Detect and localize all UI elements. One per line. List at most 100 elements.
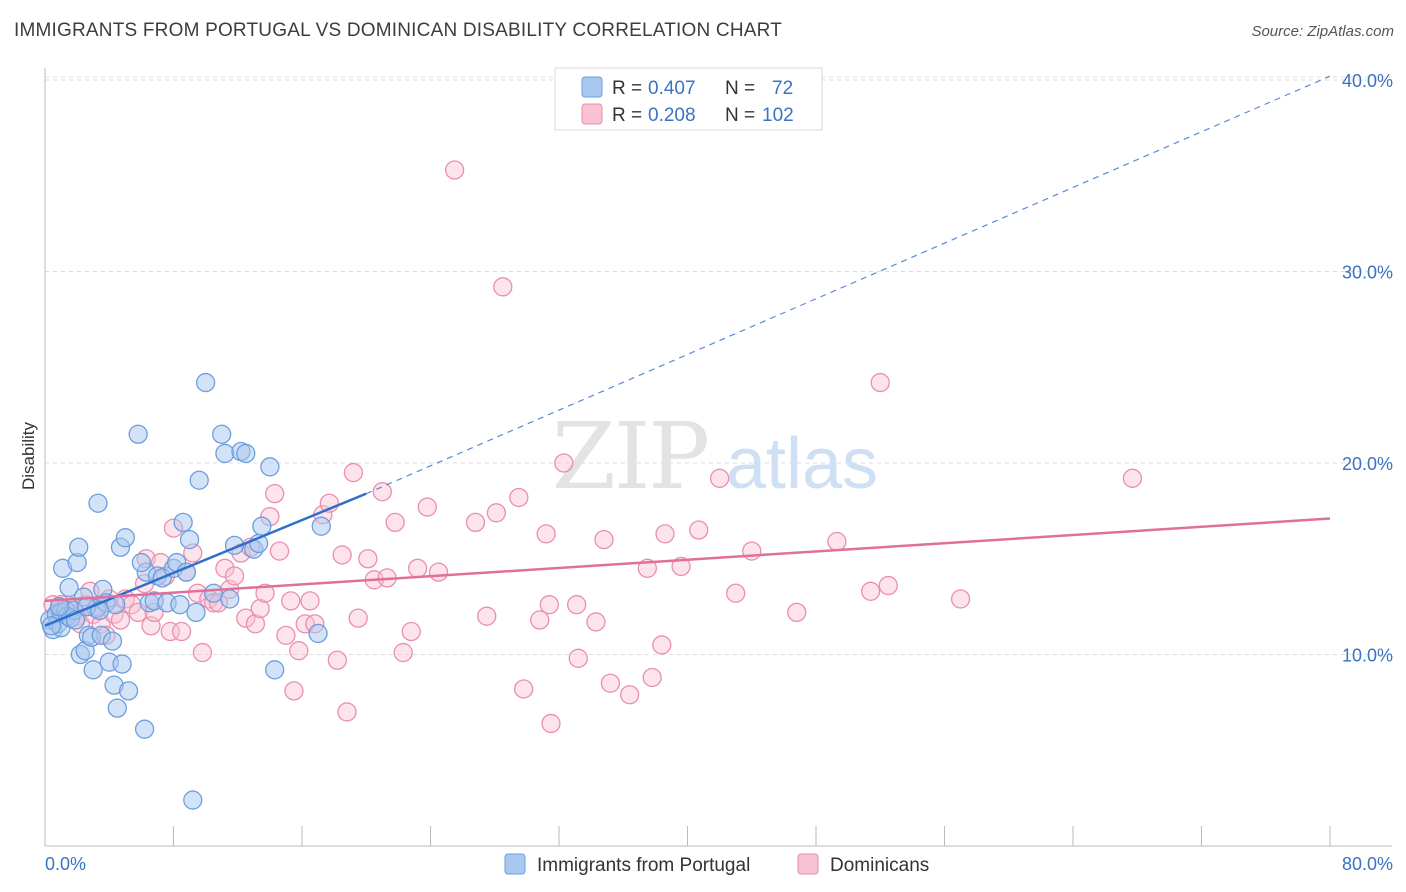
x-tick-label: 0.0% xyxy=(45,854,86,874)
dominican-point xyxy=(300,591,320,611)
portugal-point xyxy=(115,528,135,548)
dominican-point xyxy=(417,497,437,517)
dominican-point xyxy=(160,621,180,642)
dominican-point xyxy=(652,635,672,655)
portugal-point xyxy=(186,602,206,623)
portugal-point xyxy=(102,631,123,651)
stats-legend: R = 0.407 N = 72 R = 0.208 N = 102 xyxy=(554,67,823,131)
dominican-point xyxy=(250,598,270,619)
dominican-point xyxy=(289,641,309,661)
svg-text:R = 0.407 N =: R = 0.407 N = 72 xyxy=(612,78,793,99)
dominican-point xyxy=(493,277,513,297)
x-tick-label: 80.0% xyxy=(1342,854,1393,874)
gridlines xyxy=(45,76,1392,655)
trend-lines xyxy=(44,75,1331,627)
svg-text:R = 0.208 N =: R = 0.208 N = 102 xyxy=(612,105,794,126)
portugal-r-value: 0.407 xyxy=(648,78,696,99)
portugal-point xyxy=(88,493,108,513)
dominican-point xyxy=(486,503,507,523)
portugal-point xyxy=(252,516,272,536)
portugal-point xyxy=(128,424,148,444)
portugal-point xyxy=(83,660,103,680)
dominican-point xyxy=(787,602,807,623)
series-legend: Immigrants from Portugal Dominicans xyxy=(504,853,929,876)
dominican-point xyxy=(332,545,352,565)
dominican-swatch xyxy=(581,103,603,125)
portugal-n-label: N = xyxy=(725,78,755,99)
dominican-point xyxy=(509,487,529,508)
dominican-point xyxy=(343,462,364,483)
legend-portugal-swatch xyxy=(504,853,526,875)
portugal-point xyxy=(173,512,193,533)
dominican-point xyxy=(465,512,486,533)
portugal-point xyxy=(260,457,280,477)
watermark: ZIP atlas xyxy=(552,403,878,510)
dominican-point xyxy=(477,606,497,626)
dominican-point xyxy=(870,372,890,393)
svg-text:ZIP: ZIP xyxy=(552,403,708,510)
axes: 10.0% 20.0% 30.0% 40.0% 0.0% 80.0% xyxy=(44,68,1393,874)
portugal-point xyxy=(236,443,256,464)
dominican-point xyxy=(642,667,662,688)
dominican-point xyxy=(255,583,275,603)
dominican-r-label: R = xyxy=(612,105,642,126)
portugal-point xyxy=(179,529,200,550)
portugal-point xyxy=(69,537,89,557)
portugal-swatch xyxy=(581,76,603,98)
dominican-point xyxy=(224,566,245,586)
legend-dominican-swatch xyxy=(797,853,819,875)
dominican-point xyxy=(726,583,746,603)
dominican-point xyxy=(594,529,614,550)
dominican-point xyxy=(554,453,574,473)
dominican-point xyxy=(348,608,368,628)
dominican-point xyxy=(671,556,691,577)
dominican-point xyxy=(536,524,556,544)
dominican-point xyxy=(567,595,587,615)
dominican-point xyxy=(428,562,449,582)
portugal-point xyxy=(311,516,331,536)
dominican-point xyxy=(742,541,762,561)
portugal-point xyxy=(189,470,209,490)
chart-source: Source: ZipAtlas.com xyxy=(1251,23,1394,40)
dominican-point xyxy=(276,625,296,645)
portugal-points xyxy=(40,372,331,810)
portugal-point xyxy=(170,595,190,615)
portugal-point xyxy=(220,589,240,609)
dominican-r-value: 0.208 xyxy=(648,105,696,126)
dominican-point xyxy=(171,621,192,642)
dominican-n-value: 102 xyxy=(762,105,794,126)
portugal-point xyxy=(195,372,216,393)
dominican-point xyxy=(284,681,304,701)
dominican-point xyxy=(655,524,675,544)
dominican-point xyxy=(1122,468,1143,488)
portugal-point xyxy=(183,790,203,810)
chart-title: IMMIGRANTS FROM PORTUGAL VS DOMINICAN DI… xyxy=(14,20,783,41)
portugal-point xyxy=(107,698,127,718)
dominican-point xyxy=(514,679,534,699)
portugal-point xyxy=(49,596,70,617)
legend-portugal-label: Immigrants from Portugal xyxy=(537,855,750,876)
portugal-point xyxy=(308,623,328,644)
portugal-point xyxy=(265,660,285,680)
portugal-point xyxy=(215,443,235,464)
dominican-point xyxy=(265,483,285,504)
dominican-point xyxy=(407,558,428,578)
portugal-point xyxy=(131,552,152,573)
portugal-point xyxy=(212,424,232,444)
dominican-point xyxy=(860,581,881,601)
dominican-point xyxy=(236,608,256,628)
portugal-trend-line xyxy=(44,492,367,627)
dominican-point xyxy=(327,650,347,670)
svg-text:atlas: atlas xyxy=(726,424,878,504)
portugal-point xyxy=(112,654,132,674)
y-tick-label: 30.0% xyxy=(1342,263,1393,283)
dominican-point xyxy=(709,468,730,488)
dominican-point xyxy=(269,541,290,561)
dominican-point xyxy=(586,612,606,632)
dominican-point xyxy=(281,591,301,611)
y-tick-label: 10.0% xyxy=(1342,646,1393,666)
dominican-point xyxy=(337,702,357,722)
portugal-point xyxy=(134,719,155,739)
dominican-point xyxy=(385,512,405,533)
